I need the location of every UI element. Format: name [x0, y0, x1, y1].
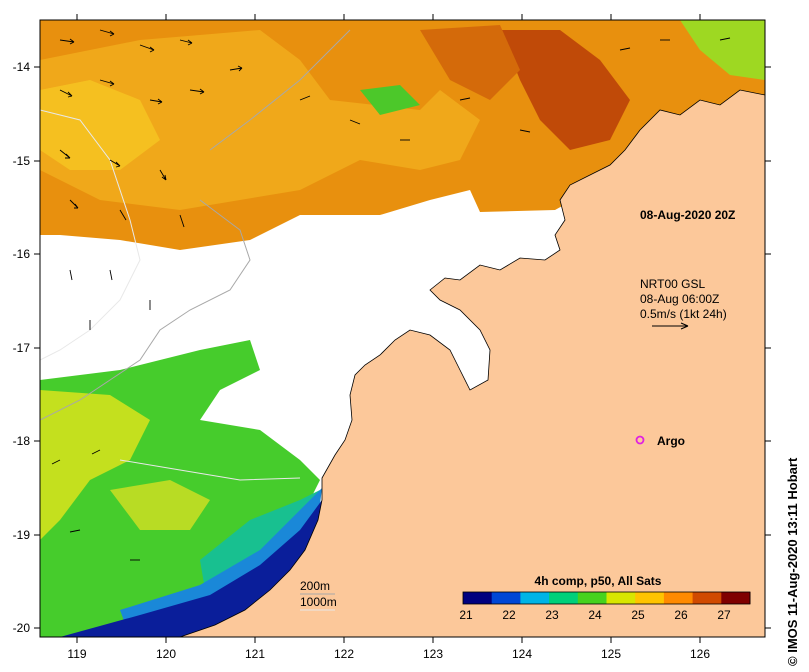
- lat-tick: -16: [13, 247, 31, 261]
- sst-colorbar: 4h comp, p50, All Sats 21 22 23 24 25 26…: [448, 572, 760, 630]
- colorbar-swatch: [520, 592, 550, 604]
- sst-yellowgreen-mid: [110, 480, 210, 530]
- current-legend-line2: 08-Aug 06:00Z: [640, 292, 719, 306]
- current-vectors: [51, 29, 731, 561]
- contour-200m-label: 200m: [300, 579, 330, 593]
- lon-tick: 119: [67, 647, 86, 661]
- colorbar-tick: 24: [588, 608, 602, 622]
- colorbar-swatch: [549, 592, 579, 604]
- lat-tick: -20: [13, 621, 31, 635]
- land-mass: [179, 89, 765, 637]
- lon-tick: 120: [156, 647, 176, 661]
- lon-tick: 122: [334, 647, 354, 661]
- current-legend: NRT00 GSL 08-Aug 06:00Z 0.5m/s (1kt 24h): [640, 277, 727, 330]
- sst-blue-south: [120, 488, 322, 637]
- sst-orange-patch: [40, 30, 480, 210]
- lat-tick-labels: -14 -15 -16 -17 -18 -19 -20: [13, 60, 31, 635]
- colorbar-tick: 22: [502, 608, 516, 622]
- colorbar-swatch: [635, 592, 665, 604]
- lon-tick-labels: 119 120 121 122 123 124 125 126: [67, 647, 710, 661]
- contour-1000m-label: 1000m: [300, 595, 337, 609]
- lat-tick: -19: [13, 528, 31, 542]
- argo-label: Argo: [657, 434, 685, 448]
- current-legend-line3: 0.5m/s (1kt 24h): [640, 307, 727, 321]
- colorbar-swatch: [663, 592, 694, 604]
- colorbar-swatch: [577, 592, 607, 604]
- contour-200m: [40, 29, 351, 421]
- plot-frame: [39, 19, 766, 638]
- colorbar-swatch: [463, 592, 493, 604]
- sst-yellowgreen-south: [40, 390, 150, 540]
- credit-text: © IMOS 11-Aug-2020 13:11 Hobart: [785, 457, 800, 666]
- map-plot-area: [40, 20, 765, 637]
- credit-label: IMOS 11-Aug-2020 13:11 Hobart: [785, 457, 800, 653]
- colorbar-tick: 27: [717, 608, 731, 622]
- contour-1000m: [40, 109, 301, 481]
- lat-tick: -14: [13, 60, 31, 74]
- colorbar-title: 4h comp, p50, All Sats: [535, 574, 662, 588]
- colorbar-swatch: [692, 592, 722, 604]
- lon-tick: 126: [690, 647, 710, 661]
- colorbar-swatches: [463, 592, 751, 604]
- lat-tick: -18: [13, 434, 31, 448]
- colorbar-swatch: [606, 592, 636, 604]
- lat-tick: -17: [13, 341, 31, 355]
- image-timestamp: 08-Aug-2020 20Z: [640, 208, 735, 222]
- colorbar-tick: 26: [674, 608, 688, 622]
- axis-ticks: [34, 14, 771, 643]
- argo-float-marker: [635, 435, 645, 445]
- sst-green-patch-n: [360, 85, 420, 115]
- lat-tick: -15: [13, 154, 31, 168]
- sst-hot-patch-2: [420, 25, 520, 100]
- bathymetry-legend: 200m 1000m: [300, 579, 337, 611]
- colorbar-tick: 21: [459, 608, 473, 622]
- colorbar-frame: [462, 591, 751, 605]
- colorbar-swatch: [721, 592, 751, 604]
- sst-hot-patch: [500, 30, 630, 150]
- lon-tick: 123: [423, 647, 443, 661]
- copyright-icon: ©: [785, 653, 800, 666]
- sst-yellow-patch: [40, 80, 160, 170]
- lon-tick: 124: [512, 647, 532, 661]
- colorbar-tick: 25: [631, 608, 645, 622]
- colorbar-tick: 23: [545, 608, 559, 622]
- colorbar-swatch: [491, 592, 521, 604]
- current-scale-arrow: [652, 322, 689, 330]
- lon-tick: 121: [245, 647, 265, 661]
- current-legend-line1: NRT00 GSL: [640, 277, 705, 291]
- sst-green-ne: [680, 20, 765, 80]
- lon-tick: 125: [601, 647, 621, 661]
